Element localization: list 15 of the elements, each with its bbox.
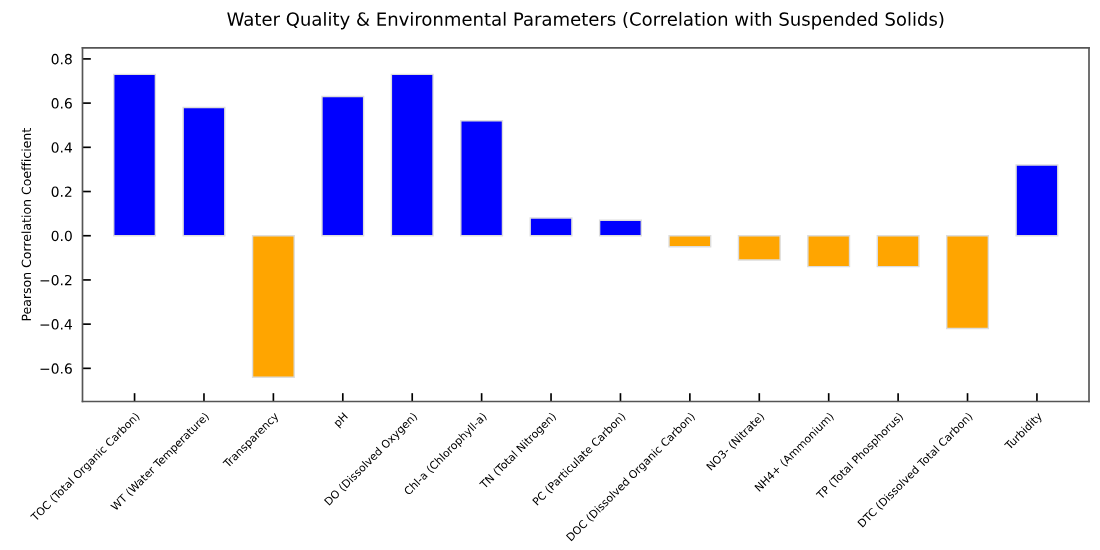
bar [321,95,365,237]
bar [251,235,295,378]
bar [668,235,712,248]
bar [182,106,226,237]
bar [737,235,781,261]
bar [529,217,573,237]
bar [807,235,851,268]
bar [390,73,434,237]
bar [113,73,157,237]
bar [876,235,920,268]
bar [460,120,504,237]
bar [946,235,990,330]
bar [598,219,642,237]
chart-title: Water Quality & Environmental Parameters (Correlation with Suspended Solids) [227,11,944,30]
bar [1015,164,1059,237]
